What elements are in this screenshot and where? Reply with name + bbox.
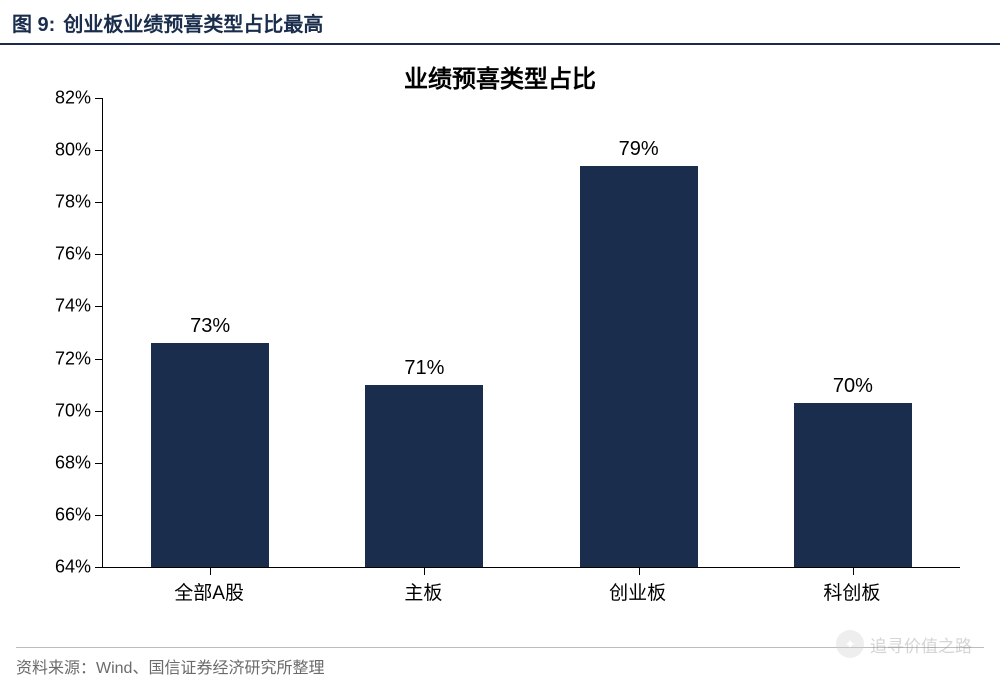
- x-axis-label: 主板: [404, 578, 442, 605]
- figure-header: 图 9: 创业板业绩预喜类型占比最高: [0, 0, 1000, 45]
- x-axis-label: 科创板: [823, 578, 880, 605]
- y-axis-label: 64%: [35, 557, 91, 578]
- y-axis-label: 74%: [35, 296, 91, 317]
- y-tick: [95, 306, 103, 307]
- y-axis-label: 76%: [35, 244, 91, 265]
- y-tick: [95, 202, 103, 203]
- x-axis-label: 创业板: [609, 578, 666, 605]
- watermark-icon: ✦: [836, 630, 864, 658]
- figure-number: 图 9:: [12, 8, 55, 37]
- y-tick: [95, 463, 103, 464]
- y-tick: [95, 359, 103, 360]
- watermark-text: 追寻价值之路: [870, 632, 972, 657]
- bar: 70%: [794, 403, 912, 567]
- chart-plot-area: 64%66%68%70%72%74%76%78%80%82%73%71%79%7…: [102, 98, 960, 568]
- y-axis-label: 66%: [35, 504, 91, 525]
- chart-title: 业绩预喜类型占比: [30, 53, 970, 98]
- bar-value-label: 79%: [580, 138, 698, 161]
- y-tick: [95, 254, 103, 255]
- y-tick: [95, 515, 103, 516]
- y-tick: [95, 411, 103, 412]
- watermark: ✦ 追寻价值之路: [836, 630, 972, 658]
- bar: 79%: [580, 166, 698, 567]
- figure-title: 创业板业绩预喜类型占比最高: [63, 8, 323, 37]
- y-axis-label: 78%: [35, 192, 91, 213]
- bar: 71%: [365, 385, 483, 567]
- y-axis-label: 70%: [35, 400, 91, 421]
- y-axis-label: 80%: [35, 140, 91, 161]
- y-tick: [95, 98, 103, 99]
- bar-value-label: 71%: [365, 357, 483, 380]
- y-tick: [95, 150, 103, 151]
- y-axis-label: 68%: [35, 452, 91, 473]
- bar: 73%: [151, 343, 269, 567]
- x-axis-label: 全部A股: [174, 578, 244, 605]
- x-axis-labels: 全部A股 主板 创业板 科创板: [102, 568, 960, 608]
- chart-container: 业绩预喜类型占比 64% 66% 68% 70% 72% 74% 76% 78% 80% 82% 7…: [30, 53, 970, 613]
- bar-value-label: 73%: [151, 315, 269, 338]
- y-axis-label: 72%: [35, 348, 91, 369]
- y-axis-label: 82%: [35, 88, 91, 109]
- bar-value-label: 70%: [794, 375, 912, 398]
